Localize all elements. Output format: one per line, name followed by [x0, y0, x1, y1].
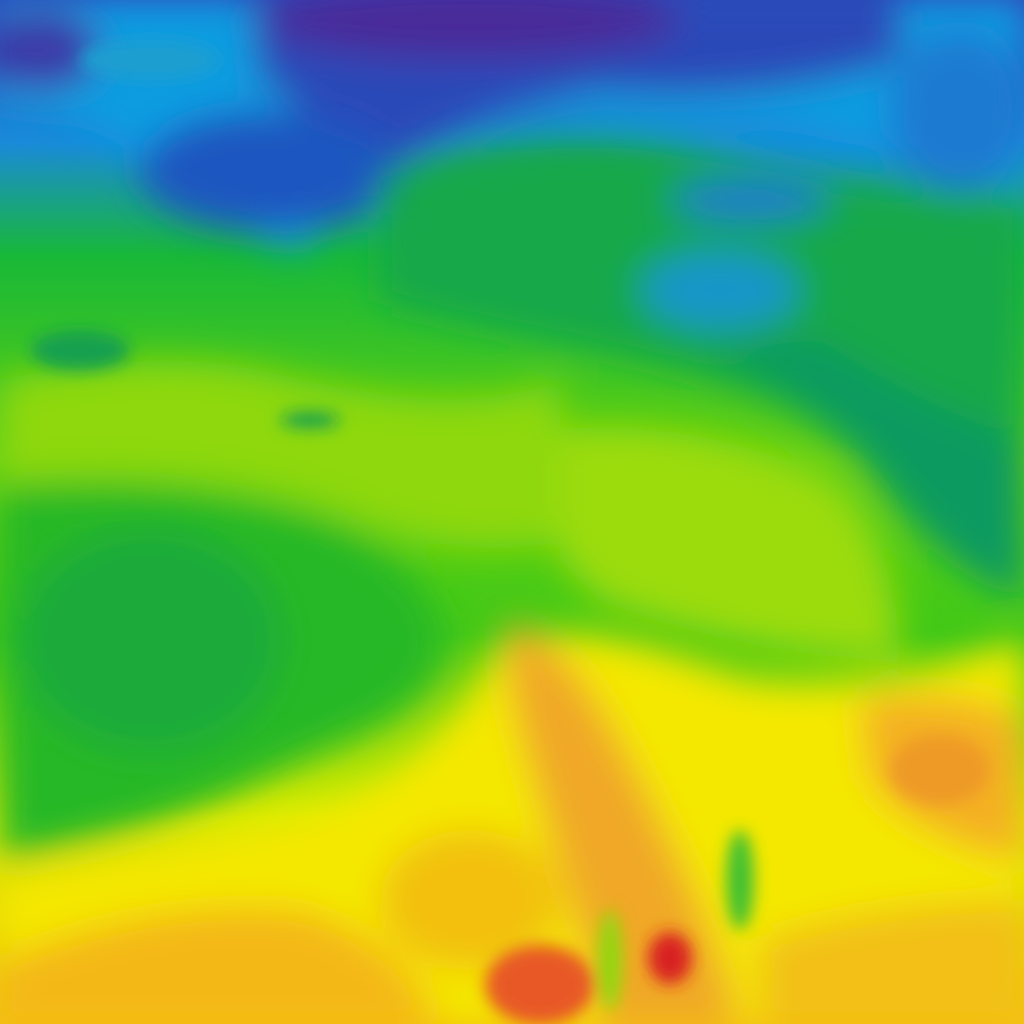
temperature-hotspots: [30, 40, 990, 1024]
